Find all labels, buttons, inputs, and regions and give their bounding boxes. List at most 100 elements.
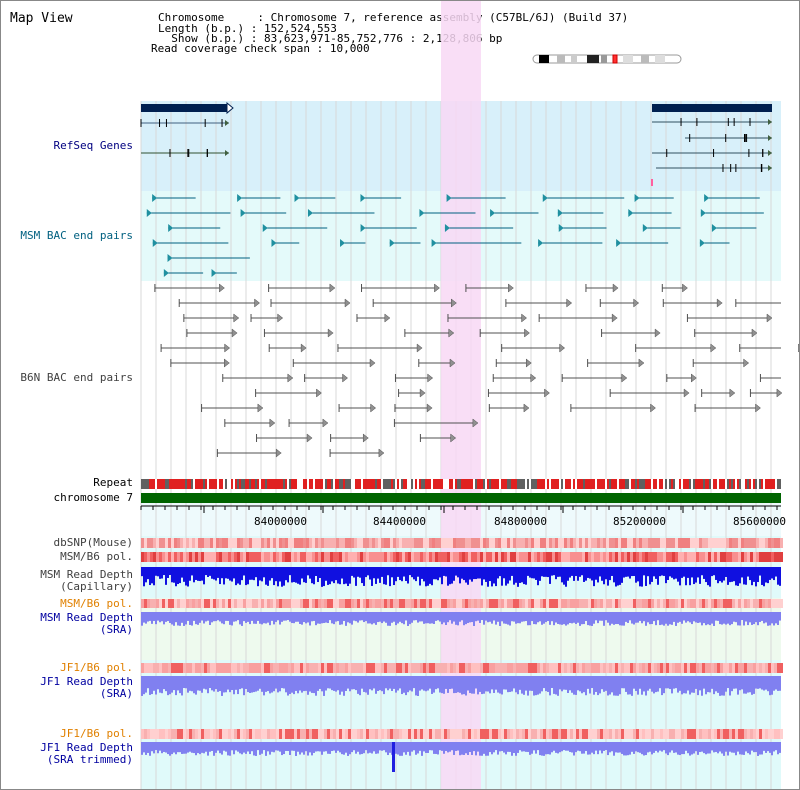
repeat-mark	[383, 479, 385, 489]
pol-mark	[741, 729, 744, 739]
pol-mark	[546, 538, 549, 548]
pol-mark	[738, 552, 741, 562]
depth-bar	[143, 567, 145, 587]
msm-bac-end	[152, 194, 158, 202]
msm-bac-end	[558, 224, 564, 232]
pol-mark	[306, 552, 309, 562]
gene-block	[141, 104, 229, 112]
pol-mark	[219, 663, 222, 673]
pol-mark	[600, 552, 603, 562]
depth-bar	[625, 676, 627, 692]
depth-bar	[381, 567, 383, 577]
pol-mark	[399, 729, 402, 739]
pol-mark	[429, 538, 432, 548]
depth-bar	[767, 742, 769, 752]
depth-bar	[333, 742, 335, 751]
depth-bar	[365, 742, 367, 751]
depth-bar	[673, 612, 675, 622]
depth-bar	[589, 567, 591, 579]
depth-bar	[643, 612, 645, 622]
msm-bac-end	[490, 209, 496, 217]
depth-bar	[737, 612, 739, 626]
depth-bar	[465, 742, 467, 754]
depth-bar	[413, 742, 415, 751]
depth-bar	[227, 742, 229, 756]
pol-mark	[360, 729, 363, 739]
pol-mark	[747, 599, 750, 608]
depth-bar	[283, 676, 285, 689]
depth-bar	[353, 742, 355, 751]
pol-mark	[363, 538, 366, 548]
depth-bar	[461, 612, 463, 621]
repeat-mark	[739, 479, 741, 489]
depth-bar	[559, 676, 561, 690]
pol-mark	[231, 663, 234, 673]
depth-bar	[413, 567, 415, 580]
repeat-mark	[315, 479, 317, 489]
depth-bar	[575, 676, 577, 695]
depth-bar	[379, 612, 381, 622]
depth-bar	[477, 612, 479, 621]
pol-mark	[456, 552, 459, 562]
pol-mark	[357, 663, 360, 673]
pol-mark	[690, 729, 693, 739]
repeat-mark	[617, 479, 619, 489]
depth-bar	[497, 676, 499, 693]
depth-bar	[543, 567, 545, 577]
pol-mark	[663, 538, 666, 548]
repeat-mark	[447, 479, 449, 489]
depth-bar	[467, 676, 469, 691]
depth-bar	[731, 742, 733, 753]
depth-bar	[527, 676, 529, 696]
pol-mark	[210, 599, 213, 608]
pol-mark	[360, 552, 363, 562]
pol-mark	[174, 599, 177, 608]
depth-bar	[169, 742, 171, 756]
chromosome-ideogram[interactable]	[531, 53, 683, 65]
depth-bar	[381, 676, 383, 692]
repeat-mark	[681, 479, 683, 489]
depth-bar	[637, 742, 639, 753]
pol-mark	[510, 663, 513, 673]
depth-bar	[491, 676, 493, 690]
depth-bar	[653, 567, 655, 577]
pol-mark	[672, 663, 675, 673]
pol-mark	[297, 599, 300, 608]
depth-bar	[521, 676, 523, 694]
pol-mark	[765, 599, 768, 608]
depth-bar	[215, 676, 217, 690]
pol-mark	[438, 663, 441, 673]
depth-bar	[217, 676, 219, 692]
depth-bar	[537, 742, 539, 751]
depth-bar	[331, 676, 333, 691]
pol-mark	[474, 599, 477, 608]
depth-bar	[655, 567, 657, 579]
depth-bar	[341, 676, 343, 692]
depth-bar	[385, 742, 387, 753]
depth-bar	[369, 676, 371, 690]
depth-bar	[569, 567, 571, 578]
pol-mark	[642, 552, 645, 562]
depth-bar	[291, 676, 293, 693]
depth-bar	[461, 742, 463, 755]
depth-bar	[477, 676, 479, 695]
depth-bar	[327, 612, 329, 624]
depth-bar	[703, 676, 705, 689]
depth-bar	[777, 676, 779, 691]
pol-mark	[612, 538, 615, 548]
repeat-mark	[285, 479, 287, 489]
depth-bar	[295, 676, 297, 691]
depth-bar	[171, 567, 173, 583]
repeat-mark	[527, 479, 529, 489]
depth-bar	[341, 612, 343, 625]
pol-mark	[240, 729, 243, 739]
depth-bar	[277, 676, 279, 693]
pol-mark	[363, 729, 366, 739]
pol-mark	[744, 663, 747, 673]
pol-mark	[603, 538, 606, 548]
depth-bar	[771, 676, 773, 695]
pol-mark	[225, 538, 228, 548]
depth-bar	[503, 742, 505, 753]
b6n-bac-end	[277, 313, 284, 323]
